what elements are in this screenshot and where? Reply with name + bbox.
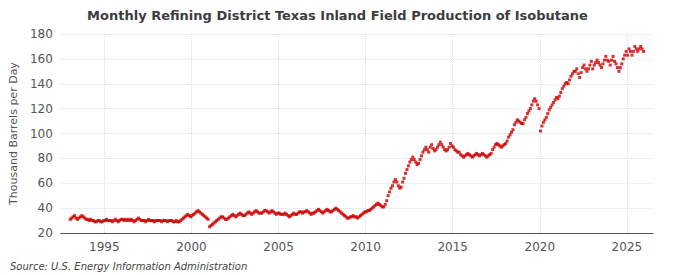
svg-text:2020: 2020 [525,240,556,254]
svg-text:2010: 2010 [350,240,381,254]
svg-text:80: 80 [38,151,53,165]
svg-text:40: 40 [38,201,53,215]
svg-text:60: 60 [38,176,53,190]
svg-text:20: 20 [38,226,53,240]
svg-text:2015: 2015 [437,240,468,254]
svg-text:120: 120 [30,102,53,116]
svg-text:2025: 2025 [612,240,643,254]
svg-text:Source: U.S. Energy Informatio: Source: U.S. Energy Information Administ… [10,261,247,272]
svg-text:1995: 1995 [89,240,120,254]
svg-text:180: 180 [30,27,53,41]
svg-text:2005: 2005 [263,240,294,254]
svg-text:Thousand Barrels per Day: Thousand Barrels per Day [7,62,20,206]
svg-text:160: 160 [30,52,53,66]
svg-text:100: 100 [30,127,53,141]
svg-text:140: 140 [30,77,53,91]
svg-text:2000: 2000 [176,240,207,254]
svg-text:Monthly Refining District Texa: Monthly Refining District Texas Inland F… [87,8,588,23]
